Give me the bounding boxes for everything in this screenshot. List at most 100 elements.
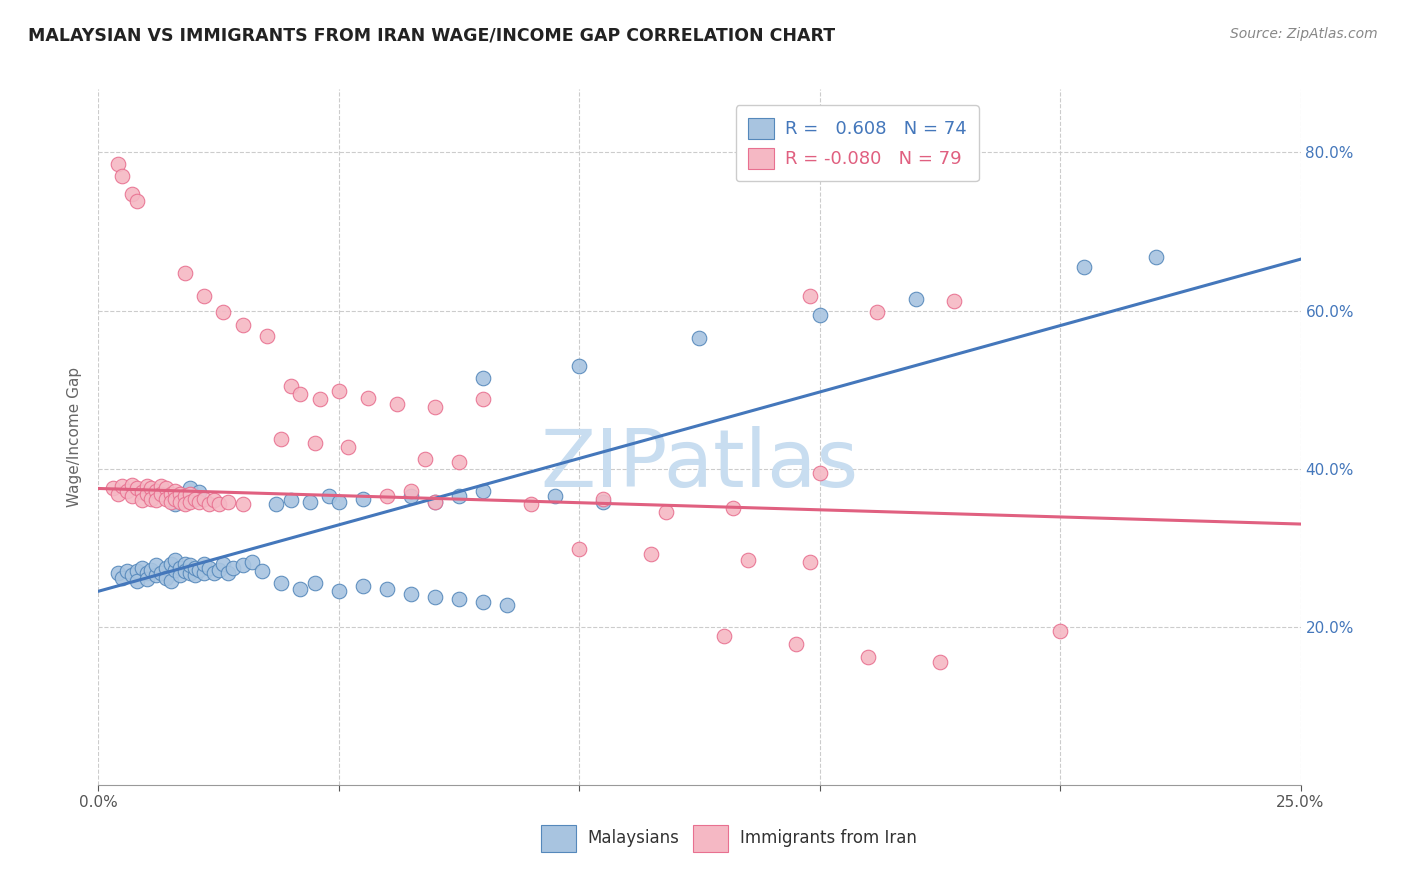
Point [799,555,821,569]
Point [423,495,446,509]
Text: MALAYSIAN VS IMMIGRANTS FROM IRAN WAGE/INCOME GAP CORRELATION CHART: MALAYSIAN VS IMMIGRANTS FROM IRAN WAGE/I… [28,27,835,45]
Point [145,483,167,498]
Point [169,487,191,501]
Point [179,487,201,501]
Point [250,565,273,579]
Point [472,594,495,608]
Point [174,266,197,280]
Point [149,487,172,501]
Point [111,479,134,493]
Point [866,305,889,319]
Point [904,292,927,306]
Point [737,552,759,566]
Point [159,574,181,588]
Point [447,489,470,503]
Point [689,331,711,345]
Point [125,482,148,496]
Point [179,482,201,496]
Point [135,479,157,493]
Point [145,568,167,582]
Point [640,547,662,561]
Point [117,564,139,578]
Point [568,359,591,373]
Point [270,576,292,591]
Point [447,455,470,469]
Point [1049,624,1071,638]
Point [155,491,177,506]
Point [183,491,205,506]
Point [179,558,201,573]
Point [423,400,446,414]
Point [179,495,201,509]
Point [174,565,197,579]
Point [149,566,172,580]
Point [544,489,567,503]
Point [174,557,197,571]
Point [193,566,215,580]
Point [121,186,143,201]
Point [174,493,197,508]
Point [121,477,143,491]
Point [101,482,124,496]
Point [169,487,191,501]
Point [193,491,215,506]
Point [183,560,205,574]
Point [159,487,181,501]
Point [856,649,879,664]
Point [198,497,221,511]
Point [155,482,177,496]
Point [256,329,278,343]
Point [472,392,495,406]
Point [298,495,321,509]
Point [568,542,591,557]
Point [232,318,254,332]
Point [188,495,211,509]
Point [713,629,735,643]
Point [169,560,191,574]
Point [290,386,312,401]
Point [125,194,148,209]
Point [141,491,163,506]
Point [193,557,215,571]
Point [1073,260,1095,274]
Point [135,566,157,580]
Point [280,493,302,508]
Point [375,582,398,596]
Point [472,371,495,385]
Point [304,576,326,591]
Point [141,482,163,496]
Point [232,497,254,511]
Point [928,656,950,670]
Point [280,378,302,392]
Point [217,495,239,509]
Point [328,384,350,399]
Legend: R =   0.608   N = 74, R = -0.080   N = 79: R = 0.608 N = 74, R = -0.080 N = 79 [735,105,979,181]
Point [165,497,187,511]
Point [174,497,197,511]
Point [222,560,245,574]
Point [808,466,831,480]
Point [308,392,330,406]
Point [232,558,254,573]
Point [304,436,326,450]
Point [183,568,205,582]
Point [198,560,221,574]
Point [179,566,201,580]
Point [352,579,374,593]
Point [415,452,437,467]
Point [423,590,446,604]
Point [149,479,172,493]
Point [111,571,134,585]
Point [208,563,231,577]
Point [399,587,422,601]
Point [155,560,177,574]
Point [107,487,129,501]
Point [447,592,470,607]
Point [131,493,153,508]
Point [188,485,211,500]
Point [165,483,187,498]
Point [135,487,157,501]
Point [270,432,292,446]
Point [721,501,744,516]
Point [328,495,350,509]
